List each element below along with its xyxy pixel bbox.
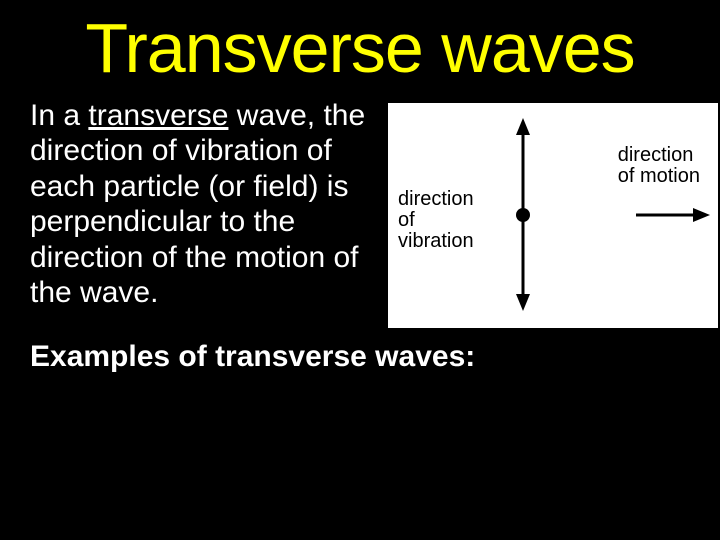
vertical-arrow-head-up xyxy=(516,118,530,135)
body-underlined: transverse xyxy=(88,99,228,132)
slide-title: Transverse waves xyxy=(0,0,720,88)
particle-dot xyxy=(516,208,530,222)
body-pre: In a xyxy=(30,99,88,132)
label-vibration: directionofvibration xyxy=(398,189,474,252)
label-motion: directionof motion xyxy=(618,145,700,187)
horizontal-arrow-head xyxy=(693,208,710,222)
vertical-arrow-head-down xyxy=(516,294,530,311)
examples-heading: Examples of transverse waves: xyxy=(0,328,720,374)
diagram: directionofvibration directionof motion xyxy=(388,103,718,328)
content-row: In a transverse wave, the direction of v… xyxy=(0,88,720,328)
body-paragraph: In a transverse wave, the direction of v… xyxy=(30,98,370,310)
